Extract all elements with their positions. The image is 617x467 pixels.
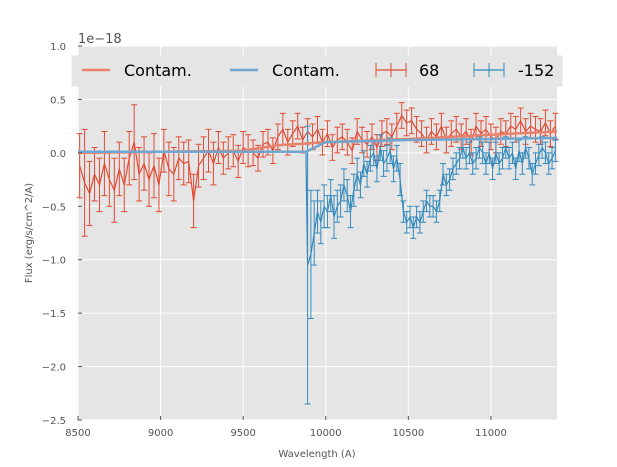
x-tick-label: 11000 bbox=[475, 428, 507, 439]
y-tick-label: 0.5 bbox=[50, 95, 66, 106]
contam-line bbox=[78, 136, 558, 154]
x-ticks: 8500 9000 9500 10000 10500 11000 bbox=[65, 416, 507, 439]
y-tick-label: −1.0 bbox=[42, 256, 66, 267]
y-tick-label: −0.5 bbox=[42, 202, 66, 213]
legend: Contam. Contam. 68 -152 bbox=[71, 55, 563, 87]
legend-label: -152 bbox=[518, 61, 554, 80]
legend-entry: 68 bbox=[375, 61, 439, 80]
data-line bbox=[305, 145, 556, 266]
x-tick-label: 10000 bbox=[310, 428, 342, 439]
x-tick-label: 8500 bbox=[65, 428, 90, 439]
y-offset-label: 1e−18 bbox=[78, 32, 122, 47]
x-axis-label: Wavelength (A) bbox=[278, 449, 355, 460]
x-tick-label: 10500 bbox=[392, 428, 424, 439]
legend-entry: -152 bbox=[473, 61, 554, 80]
legend-label: Contam. bbox=[124, 61, 192, 80]
legend-label: 68 bbox=[419, 61, 439, 80]
series-3 bbox=[304, 125, 559, 405]
y-tick-label: −1.5 bbox=[42, 309, 66, 320]
y-tick-label: 1.0 bbox=[50, 42, 66, 53]
y-axis-label: Flux (erg/s/cm^2/A) bbox=[24, 183, 35, 283]
y-tick-label: −2.0 bbox=[42, 363, 66, 374]
legend-entry: Contam. bbox=[230, 61, 340, 80]
x-tick-label: 9500 bbox=[230, 428, 255, 439]
legend-label: Contam. bbox=[272, 61, 340, 80]
series-layer bbox=[76, 102, 559, 405]
legend-box bbox=[71, 55, 563, 87]
data-line bbox=[79, 114, 556, 202]
y-tick-label: −2.5 bbox=[42, 416, 66, 427]
x-tick-label: 9000 bbox=[148, 428, 173, 439]
y-ticks: −2.5 −2.0 −1.5 −1.0 −0.5 0.0 0.5 1.0 bbox=[42, 42, 82, 427]
y-tick-label: 0.0 bbox=[50, 149, 66, 160]
series-1 bbox=[78, 136, 558, 154]
legend-entry: Contam. bbox=[82, 61, 192, 80]
